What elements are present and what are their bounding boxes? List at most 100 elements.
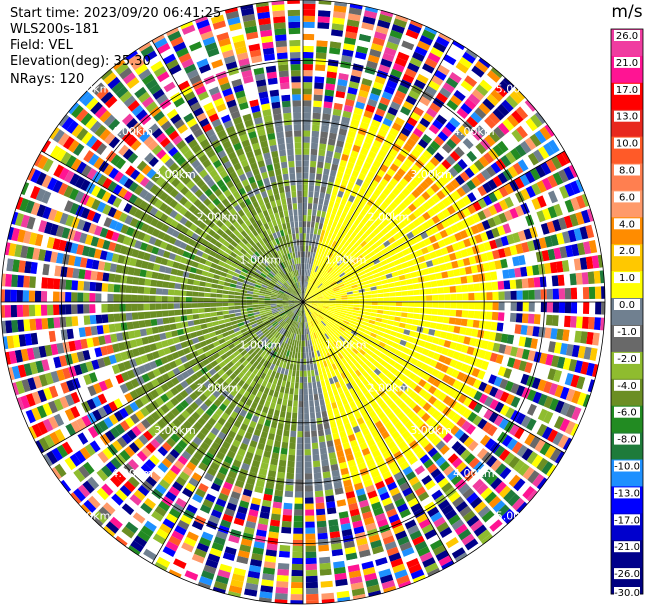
range-gate xyxy=(313,101,322,108)
range-gate xyxy=(298,407,303,413)
range-gate xyxy=(312,216,316,222)
range-gate xyxy=(395,287,402,292)
range-gate xyxy=(35,291,41,302)
range-gate xyxy=(420,308,426,314)
range-gate xyxy=(163,274,170,281)
range-gate xyxy=(473,320,480,328)
range-gate xyxy=(180,290,186,296)
range-gate xyxy=(144,295,150,302)
range-gate xyxy=(313,455,320,462)
range-gate xyxy=(281,448,288,455)
range-gate xyxy=(399,323,406,329)
range-gate xyxy=(288,455,295,462)
range-gate xyxy=(270,520,280,527)
range-gate xyxy=(235,292,241,296)
range-gate xyxy=(359,308,365,311)
range-gate xyxy=(303,161,309,167)
range-gate xyxy=(380,323,387,328)
range-gate xyxy=(381,280,388,285)
range-gate xyxy=(353,307,359,310)
range-gate xyxy=(336,304,342,306)
range-gate xyxy=(564,274,571,286)
range-gate xyxy=(456,285,463,292)
range-gate xyxy=(259,296,265,299)
range-gate xyxy=(313,467,321,474)
range-gate xyxy=(162,281,169,288)
range-gate xyxy=(455,318,462,325)
range-gate xyxy=(228,306,234,310)
range-gate xyxy=(165,267,172,274)
range-gate xyxy=(468,293,474,300)
range-gate xyxy=(222,303,228,306)
range-gate xyxy=(316,509,325,516)
range-gate xyxy=(304,395,308,401)
range-gate xyxy=(364,288,371,292)
range-gate xyxy=(151,319,158,326)
range-gate xyxy=(252,297,258,300)
range-gate xyxy=(41,305,47,316)
range-gate xyxy=(392,326,399,332)
range-gate xyxy=(314,192,319,199)
range-gate xyxy=(382,315,389,320)
range-gate xyxy=(77,304,83,314)
range-gate xyxy=(207,272,214,278)
range-gate xyxy=(330,214,336,221)
range-gate xyxy=(205,288,212,293)
range-gate xyxy=(330,127,338,134)
range-gate xyxy=(325,83,335,90)
range-gate xyxy=(305,461,312,467)
range-gate xyxy=(326,212,331,219)
range-gate xyxy=(217,289,223,293)
range-gate xyxy=(313,107,322,114)
range-gate xyxy=(175,283,182,289)
range-gate xyxy=(378,298,384,301)
range-gate xyxy=(315,406,320,413)
range-gate xyxy=(278,392,283,399)
range-gate xyxy=(168,282,175,288)
range-gate xyxy=(291,419,297,425)
range-gate xyxy=(144,279,151,286)
range-gate xyxy=(205,282,212,287)
range-gate xyxy=(297,431,303,437)
range-gate xyxy=(588,271,595,284)
range-gate xyxy=(306,245,309,251)
range-gate xyxy=(485,321,492,330)
range-gate xyxy=(304,383,308,389)
range-gate xyxy=(303,335,305,341)
range-gate xyxy=(246,305,252,308)
range-gate xyxy=(192,292,198,297)
range-gate xyxy=(326,77,336,84)
range-gate xyxy=(303,22,315,28)
range-gate xyxy=(299,395,303,401)
range-gate xyxy=(114,314,121,322)
range-gate xyxy=(322,411,328,418)
range-gate xyxy=(212,279,219,284)
range-gate xyxy=(443,317,450,324)
range-gate xyxy=(107,294,113,302)
range-gate xyxy=(311,222,315,228)
range-gate xyxy=(293,528,303,534)
range-gate xyxy=(305,251,308,257)
range-gate xyxy=(330,396,336,403)
range-gate xyxy=(78,316,85,326)
range-gate xyxy=(17,305,23,317)
range-gate xyxy=(317,381,322,388)
range-gate xyxy=(310,155,317,162)
range-gate xyxy=(306,576,318,582)
range-gate xyxy=(312,443,319,450)
range-gate xyxy=(594,271,601,284)
range-gate xyxy=(532,326,539,337)
range-gate xyxy=(304,389,308,395)
range-gate xyxy=(132,295,138,302)
range-gate xyxy=(246,303,252,306)
range-gate xyxy=(186,309,192,314)
range-gate xyxy=(310,234,314,240)
range-gate xyxy=(180,303,186,308)
range-gate xyxy=(234,306,240,309)
range-gate xyxy=(321,211,326,218)
range-gate xyxy=(204,293,210,297)
range-gate xyxy=(193,320,200,326)
range-gate xyxy=(258,304,264,306)
range-gate xyxy=(303,46,314,52)
range-gate xyxy=(90,315,97,324)
